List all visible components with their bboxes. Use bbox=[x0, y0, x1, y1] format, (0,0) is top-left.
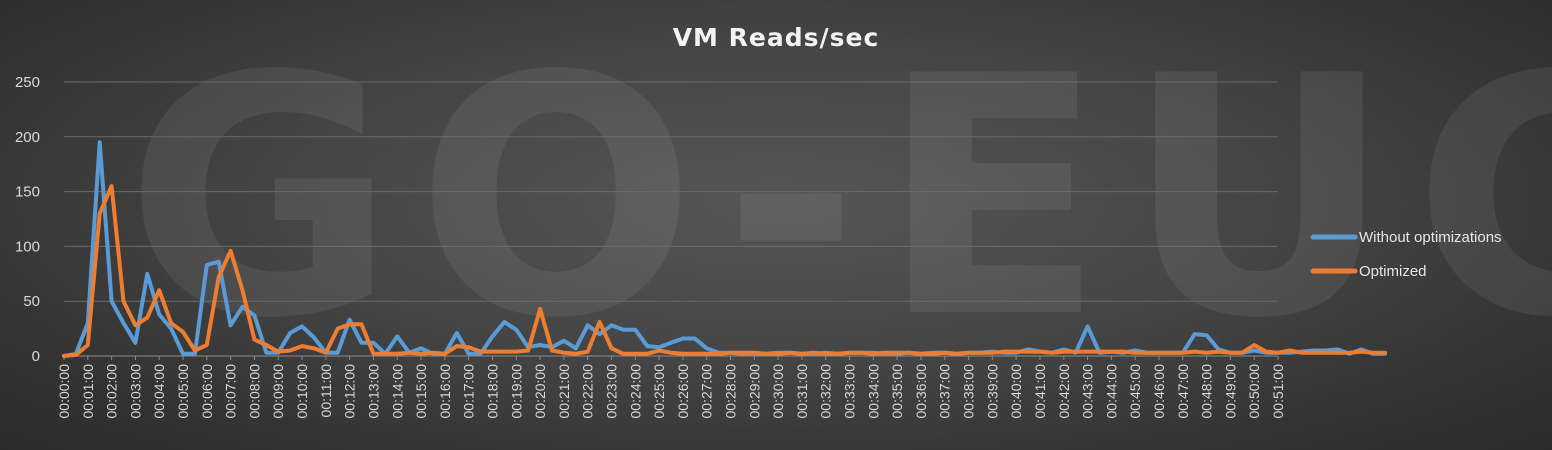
y-tick-label: 50 bbox=[23, 293, 40, 310]
legend: Without optimizations Optimized bbox=[1310, 229, 1502, 280]
x-tick-label: 00:32:00 bbox=[818, 364, 834, 419]
x-tick-label: 00:11:00 bbox=[318, 364, 334, 418]
x-tick-label: 00:16:00 bbox=[437, 364, 453, 419]
x-tick-label: 00:40:00 bbox=[1008, 364, 1024, 419]
x-tick-label: 00:26:00 bbox=[675, 364, 691, 419]
x-tick-label: 00:43:00 bbox=[1080, 364, 1096, 419]
y-tick-label: 100 bbox=[15, 238, 40, 255]
x-tick-label: 00:48:00 bbox=[1199, 364, 1215, 419]
x-tick-label: 00:46:00 bbox=[1151, 364, 1167, 419]
x-tick-label: 00:27:00 bbox=[699, 364, 715, 419]
x-tick-label: 00:05:00 bbox=[175, 364, 191, 419]
x-tick-label: 00:17:00 bbox=[461, 364, 477, 419]
x-tick-label: 00:45:00 bbox=[1127, 364, 1143, 419]
x-tick-label: 00:47:00 bbox=[1175, 364, 1191, 419]
x-tick-label: 00:10:00 bbox=[294, 364, 310, 419]
x-tick-label: 00:33:00 bbox=[842, 364, 858, 419]
x-tick-label: 00:01:00 bbox=[80, 364, 96, 419]
x-tick-label: 00:18:00 bbox=[484, 364, 500, 419]
x-tick-label: 00:51:00 bbox=[1270, 364, 1286, 419]
x-tick-label: 00:38:00 bbox=[961, 364, 977, 419]
x-tick-label: 00:50:00 bbox=[1246, 364, 1262, 419]
x-tick-label: 00:22:00 bbox=[580, 364, 596, 419]
x-tick-label: 00:04:00 bbox=[151, 364, 167, 419]
legend-item-optimized: Optimized bbox=[1310, 263, 1427, 280]
gridlines bbox=[64, 81, 1278, 357]
x-tick-label: 00:44:00 bbox=[1103, 364, 1119, 419]
x-tick-label: 00:24:00 bbox=[627, 364, 643, 419]
y-axis-ticks: 0 50 100 150 200 250 bbox=[15, 74, 40, 365]
series-lines bbox=[62, 140, 1388, 358]
x-tick-label: 00:06:00 bbox=[199, 364, 215, 419]
x-tick-label: 00:28:00 bbox=[723, 364, 739, 419]
legend-label-optimized: Optimized bbox=[1359, 263, 1427, 280]
x-tick-label: 00:19:00 bbox=[508, 364, 524, 419]
x-tick-label: 00:29:00 bbox=[746, 364, 762, 419]
legend-label-without-optimizations: Without optimizations bbox=[1359, 229, 1502, 246]
x-tick-label: 00:12:00 bbox=[342, 364, 358, 419]
x-tick-label: 00:25:00 bbox=[651, 364, 667, 419]
x-tick-label: 00:41:00 bbox=[1032, 364, 1048, 419]
x-tick-label: 00:30:00 bbox=[770, 364, 786, 419]
chart-title: VM Reads/sec bbox=[673, 23, 880, 52]
x-tick-label: 00:36:00 bbox=[913, 364, 929, 419]
x-tick-label: 00:23:00 bbox=[603, 364, 619, 419]
series-line-optimized bbox=[62, 184, 1388, 358]
x-tick-label: 00:34:00 bbox=[865, 364, 881, 419]
x-tick-label: 00:03:00 bbox=[127, 364, 143, 419]
x-tick-label: 00:13:00 bbox=[365, 364, 381, 419]
x-axis-ticks: 00:00:00 00:01:00 00:02:00 00:03:00 00:04:00… bbox=[56, 356, 1286, 419]
x-tick-label: 00:08:00 bbox=[246, 364, 262, 419]
x-tick-label: 00:37:00 bbox=[937, 364, 953, 419]
x-tick-label: 00:15:00 bbox=[413, 364, 429, 419]
x-tick-label: 00:35:00 bbox=[889, 364, 905, 419]
y-tick-label: 150 bbox=[15, 184, 40, 201]
x-tick-label: 00:31:00 bbox=[794, 364, 810, 419]
y-tick-label: 250 bbox=[15, 74, 40, 91]
x-tick-label: 00:02:00 bbox=[104, 364, 120, 419]
x-tick-label: 00:00:00 bbox=[56, 364, 72, 419]
x-tick-label: 00:49:00 bbox=[1222, 364, 1238, 419]
x-tick-label: 00:42:00 bbox=[1056, 364, 1072, 419]
x-tick-label: 00:14:00 bbox=[389, 364, 405, 419]
x-tick-label: 00:07:00 bbox=[223, 364, 239, 419]
x-tick-label: 00:21:00 bbox=[556, 364, 572, 419]
x-tick-label: 00:39:00 bbox=[984, 364, 1000, 419]
x-tick-label: 00:09:00 bbox=[270, 364, 286, 419]
y-tick-label: 200 bbox=[15, 129, 40, 146]
legend-item-without-optimizations: Without optimizations bbox=[1310, 229, 1502, 246]
y-tick-label: 0 bbox=[32, 348, 40, 365]
x-tick-label: 00:20:00 bbox=[532, 364, 548, 419]
watermark-text: GO-EUC bbox=[125, 6, 1552, 390]
